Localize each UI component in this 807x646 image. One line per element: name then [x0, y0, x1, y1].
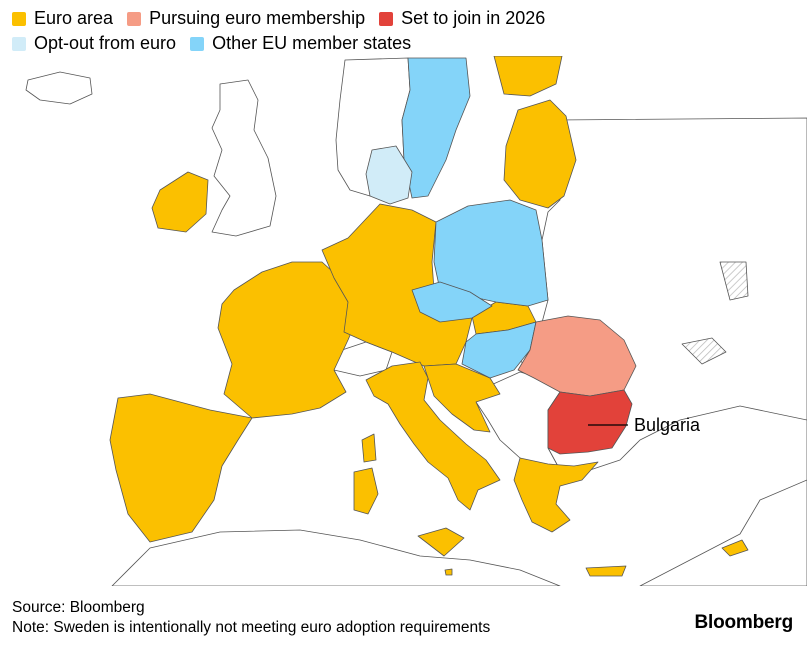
legend-label: Pursuing euro membership — [149, 8, 366, 28]
sardinia-region — [353, 467, 379, 515]
legend-label: Opt-out from euro — [34, 33, 177, 53]
legend: Euro area Pursuing euro membership Set t… — [12, 6, 802, 56]
hungary-region — [461, 321, 537, 379]
legend-item-other-eu: Other EU member states — [190, 33, 411, 54]
sicily-region — [417, 527, 465, 557]
uk-region — [211, 79, 277, 237]
legend-item-opt-out: Opt-out from euro — [12, 33, 176, 54]
slovenia-croatia-region — [423, 363, 501, 433]
north-africa-region — [111, 529, 561, 586]
legend-label: Euro area — [34, 8, 114, 28]
europe-map: Bulgaria — [25, 56, 807, 586]
iberia-region — [109, 393, 253, 543]
iceland-region — [25, 71, 93, 105]
denmark-region — [365, 145, 413, 205]
legend-item-euro-area: Euro area — [12, 8, 113, 29]
footer: Source: Bloomberg Note: Sweden is intent… — [12, 598, 490, 638]
opt-out-swatch-icon — [12, 36, 26, 51]
other-eu-swatch-icon — [190, 36, 205, 51]
legend-label: Set to join in 2026 — [401, 8, 546, 28]
join-2026-swatch-icon — [379, 11, 394, 26]
source-note: Source: Bloomberg — [12, 599, 145, 616]
finland-region — [493, 56, 563, 97]
legend-item-join-2026: Set to join in 2026 — [379, 8, 545, 29]
legend-row-1: Euro area Pursuing euro membership Set t… — [12, 6, 802, 31]
sweden-region — [401, 57, 471, 199]
bloomberg-logo: Bloomberg — [694, 612, 794, 633]
malta-region — [444, 568, 453, 576]
crete-region — [585, 565, 627, 577]
benelux-germany-austria-region — [321, 203, 473, 367]
cyprus-region — [721, 539, 749, 557]
bulgaria-region — [547, 389, 633, 455]
baltics-region — [503, 99, 577, 209]
euro-area-swatch-icon — [12, 11, 26, 26]
greece-region — [513, 457, 599, 533]
legend-row-2: Opt-out from euro Other EU member states — [12, 31, 802, 56]
france-region — [217, 261, 361, 419]
ukraine-hatched-region — [719, 261, 749, 301]
legend-label: Other EU member states — [212, 33, 412, 53]
legend-item-pursuing: Pursuing euro membership — [127, 8, 365, 29]
pursuing-swatch-icon — [127, 11, 142, 26]
crimea-hatched-region — [681, 337, 727, 365]
czechia-region — [411, 281, 493, 323]
corsica-region — [361, 433, 377, 463]
footnote: Note: Sweden is intentionally not meetin… — [12, 619, 491, 636]
ireland-region — [151, 171, 209, 233]
bulgaria-callout-label: Bulgaria — [634, 415, 701, 435]
